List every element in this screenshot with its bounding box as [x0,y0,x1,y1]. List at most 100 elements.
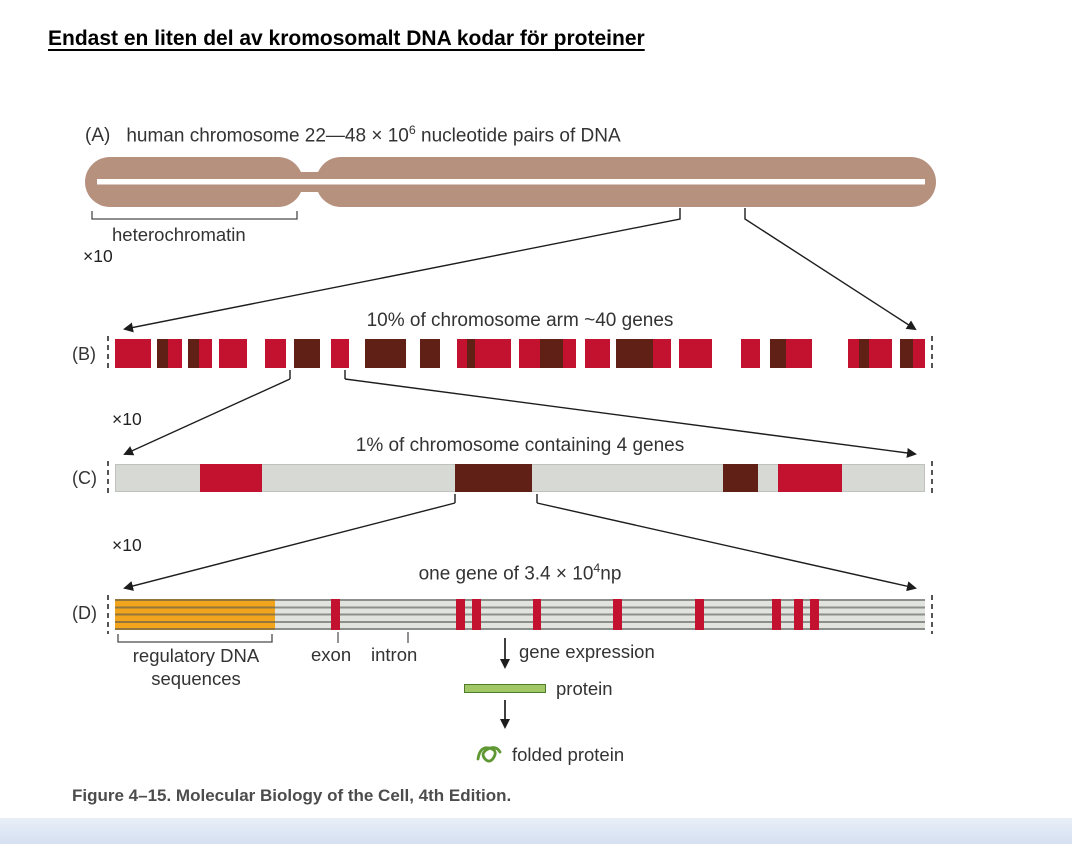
figure-caption: Figure 4–15. Molecular Biology of the Ce… [72,786,512,805]
zoom-x10-label-3: ×10 [112,535,142,555]
panel-b-gene-segment [892,339,901,368]
panel-b-gene-segment [671,339,680,368]
panel-b-gene-segment [518,339,541,368]
folded-protein-label: folded protein [512,744,625,765]
panel-d-label: (D) [72,603,97,623]
panel-b-gene-segment [760,339,770,368]
exon-tick [532,599,542,630]
next-slide-edge [0,818,1072,844]
panel-b-heading: 10% of chromosome arm ~40 genes [366,310,674,331]
panel-c-gene-block [723,464,759,492]
zoom-lines-c-to-d [123,494,917,592]
panel-a-title-pre: human chromosome 22—48 × 10 [126,125,409,147]
panel-b-gene-segment [219,339,247,368]
panel-b-gene-segment [740,339,761,368]
panel-d-heading: one gene of 3.4 × 104np [115,561,925,585]
panel-b-gene-segment [609,339,617,368]
panel-b-gene-segment [264,339,286,368]
dna-strand-stripes [115,599,925,630]
exon-tick [612,599,622,630]
heterochromatin-label: heterochromatin [112,224,246,245]
panel-b-gene-segment [293,339,320,368]
panel-b-gene-segment [847,339,860,368]
panel-c-gene-block [455,464,533,492]
exon-tick [455,599,465,630]
heterochromatin-bracket [91,211,298,220]
panel-b-gene-segment [562,339,576,368]
zoom-lines-b-to-c [123,370,917,458]
panel-b-gene-segment [913,339,925,368]
panel-b-gene-segment [439,339,458,368]
intron-label: intron [371,644,418,665]
folded-protein-icon [476,746,502,763]
zoom-x10-label-2: ×10 [112,409,142,429]
exon-tick [810,599,820,630]
slide-title: Endast en liten del av kromosomalt DNA k… [48,27,645,50]
panel-b-gene-segment [575,339,586,368]
exon-tick [330,599,340,630]
panel-b-gene-segment [585,339,610,368]
regulatory-label: regulatory DNA sequences [98,644,294,690]
panel-b-gene-segment [900,339,914,368]
panel-d-title-pre: one gene of 3.4 × 10 [418,563,594,585]
panel-b-gene-segment [616,339,654,368]
panel-b-gene-segment [868,339,893,368]
panel-b-gene-segment [510,339,519,368]
panel-d-bar [115,599,925,630]
panel-c-gene-block [778,464,843,492]
panel-b-gene-segment [405,339,421,368]
panel-c-heading: 1% of chromosome containing 4 genes [355,435,685,456]
panel-a-heading: (A) human chromosome 22—48 × 106 nucleoti… [85,123,621,147]
zoom-lines-a-to-b [123,208,917,333]
panel-b-gene-segment [199,339,213,368]
panel-b-gene-segment [540,339,563,368]
panel-c-gene-block [200,464,263,492]
panel-b-gene-segment [182,339,188,368]
exon-tick [794,599,804,630]
panel-b-gene-segment [467,339,476,368]
panel-b-gene-segment [115,339,152,368]
panel-b-gene-segment [859,339,869,368]
panel-b-gene-segment [365,339,406,368]
panel-b-gene-segment [653,339,672,368]
panel-b-gene-segment [331,339,349,368]
regulatory-bracket [117,634,273,643]
panel-b-gene-segment [457,339,468,368]
panel-b-gene-segment [285,339,294,368]
exon-label: exon [311,644,352,665]
panel-c-bar [115,464,925,492]
panel-b-gene-segment [679,339,712,368]
panel-b-gene-segment [475,339,511,368]
regulatory-label-line2: sequences [151,668,241,690]
bar-continuation-dashes [107,336,933,634]
exon-tick [772,599,782,630]
panel-b-gene-segment [187,339,200,368]
panel-c-label: (C) [72,468,97,488]
panel-b-gene-segment [348,339,366,368]
regulatory-label-line1: regulatory DNA [132,645,260,666]
panel-d-title-post: np [600,563,622,585]
panel-b-gene-segment [812,339,848,368]
gene-expression-label: gene expression [519,641,655,662]
panel-b-gene-segment [786,339,813,368]
panel-b-gene-segment [151,339,158,368]
panel-b-gene-segment [420,339,440,368]
chromosome-graphic [85,157,936,207]
panel-a-title-exponent: 6 [408,123,416,137]
panel-a-label: (A) [85,125,111,147]
protein-label: protein [556,678,613,699]
panel-d-title-exponent: 4 [593,561,601,575]
zoom-x10-label-1: ×10 [83,246,113,266]
panel-b-gene-segment [167,339,183,368]
panel-b-gene-segment [319,339,332,368]
panel-b-gene-segment [157,339,168,368]
panel-b-gene-segment [246,339,265,368]
exon-tick [695,599,705,630]
protein-bar [464,684,546,693]
panel-b-gene-segment [770,339,787,368]
panel-b-gene-segment [212,339,220,368]
panel-b-gene-segment [711,339,741,368]
exon-tick [471,599,481,630]
